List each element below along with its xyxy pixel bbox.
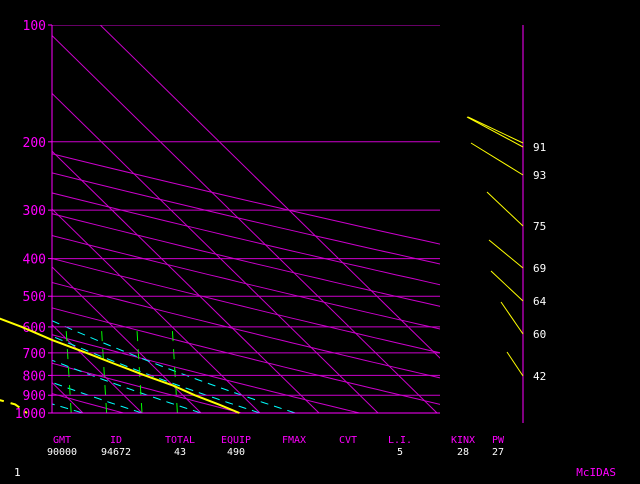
mixing-ratio-line: [65, 326, 72, 413]
dry-adiabat-line: [52, 153, 440, 245]
wind-barb-label: 69: [533, 262, 546, 275]
dry-adiabat-line: [52, 235, 440, 330]
stat-value: 490: [227, 447, 245, 458]
wind-barb: [488, 239, 524, 269]
stat-header: L.I.: [388, 435, 412, 446]
stat-value: 90000: [47, 447, 77, 458]
wind-barb-label: 93: [533, 169, 546, 182]
dry-adiabat-line: [52, 172, 440, 265]
wind-barb: [490, 270, 524, 302]
dry-adiabat-line: [52, 282, 440, 379]
wind-barb-label: 64: [533, 295, 547, 308]
pressure-tick-label: 700: [23, 347, 46, 362]
wind-barb: [486, 191, 524, 227]
mixing-ratio-line: [136, 326, 143, 413]
stat-header: KINX: [451, 435, 475, 446]
moist-adiabat-line: [52, 381, 143, 413]
stat-value: 27: [492, 447, 504, 458]
dry-adiabat-line: [52, 362, 242, 413]
footer-brand: McIDAS: [576, 466, 616, 479]
isotherm-line: [52, 266, 202, 413]
pressure-tick-label: 800: [23, 369, 46, 384]
isotherm-line: [52, 34, 438, 413]
stat-header: CVT: [339, 435, 357, 446]
pressure-tick-label: 500: [23, 290, 46, 305]
moist-adiabat-line: [0, 142, 24, 413]
pressure-tick-label: 600: [23, 321, 46, 336]
moist-adiabat-line: [52, 335, 261, 413]
isotherm-line: [99, 25, 440, 359]
pressure-tick-label: 900: [23, 389, 46, 404]
wind-barb: [466, 116, 524, 148]
pressure-tick-label: 400: [23, 253, 46, 268]
pressure-tick-label: 1000: [15, 407, 46, 422]
pressure-tick-label: 100: [23, 19, 46, 34]
temperature-profile: [0, 317, 240, 414]
wind-barb-label: 91: [533, 141, 546, 154]
dry-adiabat-line: [0, 25, 5, 413]
isotherm-line: [52, 92, 379, 413]
stat-value: 28: [457, 447, 469, 458]
stat-value: 43: [174, 447, 186, 458]
stat-header: TOTAL: [165, 435, 195, 446]
stat-value: 5: [397, 447, 403, 458]
plot-area: [0, 25, 440, 413]
footer-page-number: 1: [14, 466, 21, 479]
wind-barb-label: 75: [533, 220, 546, 233]
pressure-tick-label: 300: [23, 204, 46, 219]
mixing-ratio-line: [171, 326, 178, 413]
stat-value: 94672: [101, 447, 131, 458]
moist-adiabat-line: [52, 359, 202, 413]
dry-adiabat-line: [52, 307, 440, 405]
stat-header: ID: [110, 435, 122, 446]
isotherm-line: [0, 25, 24, 413]
wind-barb: [506, 351, 524, 377]
stat-header: GMT: [53, 435, 71, 446]
pressure-tick-label: 200: [23, 136, 46, 151]
wind-barb: [470, 142, 524, 176]
dry-adiabat-line: [52, 334, 360, 413]
wind-barb-label: 42: [533, 370, 546, 383]
stat-header: EQUIP: [221, 435, 251, 446]
wind-barb-label: 60: [533, 328, 546, 341]
isotherm-line: [52, 150, 320, 413]
stat-header: FMAX: [282, 435, 306, 446]
stat-header: PW: [492, 435, 505, 446]
dry-adiabat-line: [52, 257, 440, 354]
isotherm-line: [52, 208, 261, 413]
wind-barb: [500, 301, 524, 335]
wind-barb: [467, 116, 524, 144]
mixing-ratio-line: [100, 326, 108, 413]
